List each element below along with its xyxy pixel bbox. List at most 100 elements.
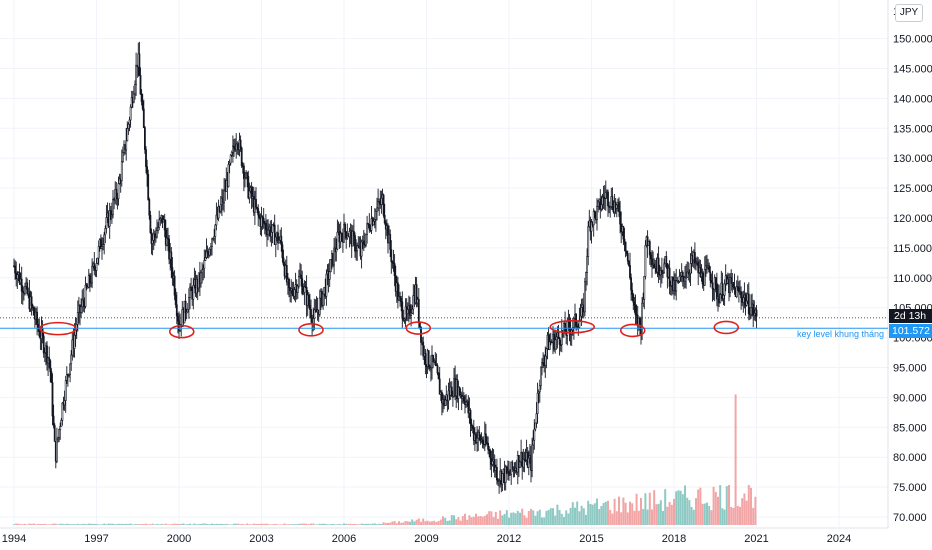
candle-body	[498, 480, 501, 482]
volume-bar	[189, 523, 191, 525]
candle-body	[206, 251, 209, 254]
countdown-tag: 2d 13h	[889, 309, 932, 323]
support-circle-mark	[298, 323, 324, 337]
volume-bar	[13, 524, 15, 525]
candle-body	[345, 231, 348, 239]
volume-bar	[235, 523, 238, 525]
volume-bar	[175, 523, 178, 525]
candle-body	[184, 300, 187, 314]
candle-body	[57, 437, 59, 440]
candle-body	[626, 253, 629, 262]
volume-bar	[94, 523, 97, 525]
candle-body	[422, 341, 425, 357]
candle-body	[211, 238, 213, 247]
x-tick-label: 2021	[744, 533, 768, 545]
volume-bar	[472, 516, 475, 525]
volume-bar	[558, 510, 561, 525]
candle-body	[204, 257, 207, 261]
volume-bar	[444, 517, 447, 525]
candle-body	[436, 365, 439, 374]
volume-bar	[547, 510, 550, 525]
volume-bars	[13, 394, 757, 525]
candle-body	[156, 230, 158, 238]
candle-body	[481, 439, 484, 445]
candle-body	[166, 237, 168, 246]
volume-bar	[655, 504, 658, 525]
volume-bar	[508, 517, 510, 525]
volume-bar	[142, 524, 145, 525]
volume-bar	[307, 524, 310, 525]
candle-body	[138, 53, 141, 76]
volume-bar	[90, 523, 92, 525]
candle-body	[684, 277, 686, 282]
candle-body	[50, 371, 53, 383]
candle-body	[335, 248, 338, 253]
candle-body	[509, 473, 512, 476]
volume-bar	[226, 523, 229, 525]
volume-bar	[334, 524, 337, 525]
volume-bar	[461, 516, 464, 525]
candle-body	[558, 337, 561, 345]
volume-bar	[591, 504, 594, 525]
time-axis[interactable]: 1994 1997 2000 2003 2006 2009 2012 2015 2018 2021…	[2, 533, 851, 545]
candle-body	[248, 190, 251, 199]
candle-body	[202, 267, 205, 271]
volume-bar	[382, 522, 385, 525]
volume-bar	[288, 524, 290, 525]
candle-body	[103, 234, 106, 246]
volume-bar	[277, 524, 279, 525]
candle-body	[355, 250, 358, 253]
candle-body	[545, 348, 548, 357]
candle-body	[401, 301, 404, 319]
candle-body	[519, 461, 521, 468]
candle-body	[721, 282, 724, 300]
volume-bar	[182, 523, 185, 525]
x-tick-label: 1997	[84, 533, 108, 545]
candle-body	[368, 223, 371, 230]
volume-bar	[736, 505, 739, 525]
volume-bar	[563, 516, 565, 525]
candle-body	[51, 382, 54, 417]
volume-bar	[230, 524, 233, 525]
candle-body	[467, 400, 470, 414]
candle-body	[145, 149, 147, 167]
candle-body	[95, 263, 98, 271]
y-tick-label: 75.000	[893, 482, 927, 494]
volume-bar	[252, 523, 255, 525]
candle-body	[149, 214, 152, 233]
candle-body	[643, 275, 646, 300]
candle-body	[104, 228, 107, 236]
volume-bar	[204, 523, 207, 525]
volume-bar	[296, 524, 299, 525]
candle-body	[542, 362, 545, 365]
candle-body	[308, 305, 311, 310]
candle-body	[382, 194, 385, 216]
price-axis[interactable]: 1150.000145.000140.000135.000130.000125.…	[893, 6, 932, 524]
candle-body	[501, 473, 504, 485]
candle-body	[592, 211, 595, 226]
volume-bar	[439, 519, 442, 525]
candle-body	[736, 286, 739, 289]
candle-body	[583, 281, 586, 313]
candle-body	[229, 154, 232, 164]
volume-bar	[283, 523, 286, 525]
candle-body	[745, 300, 748, 306]
candle-body	[651, 258, 653, 265]
volume-bar	[173, 523, 176, 525]
candle-body	[632, 294, 635, 303]
volume-bar	[145, 523, 147, 525]
candle-body	[427, 350, 430, 368]
y-tick-label: 145.000	[893, 64, 932, 76]
candle-body	[389, 233, 392, 250]
candle-body	[325, 273, 328, 297]
candle-body	[596, 206, 598, 221]
volume-bar	[202, 523, 205, 525]
candle-body	[406, 309, 409, 315]
volume-bar	[191, 524, 194, 525]
candle-body	[152, 233, 155, 241]
candle-body	[548, 341, 551, 350]
volume-bar	[501, 515, 504, 525]
currency-badge[interactable]: JPY	[895, 4, 923, 22]
volume-bar	[134, 524, 136, 525]
